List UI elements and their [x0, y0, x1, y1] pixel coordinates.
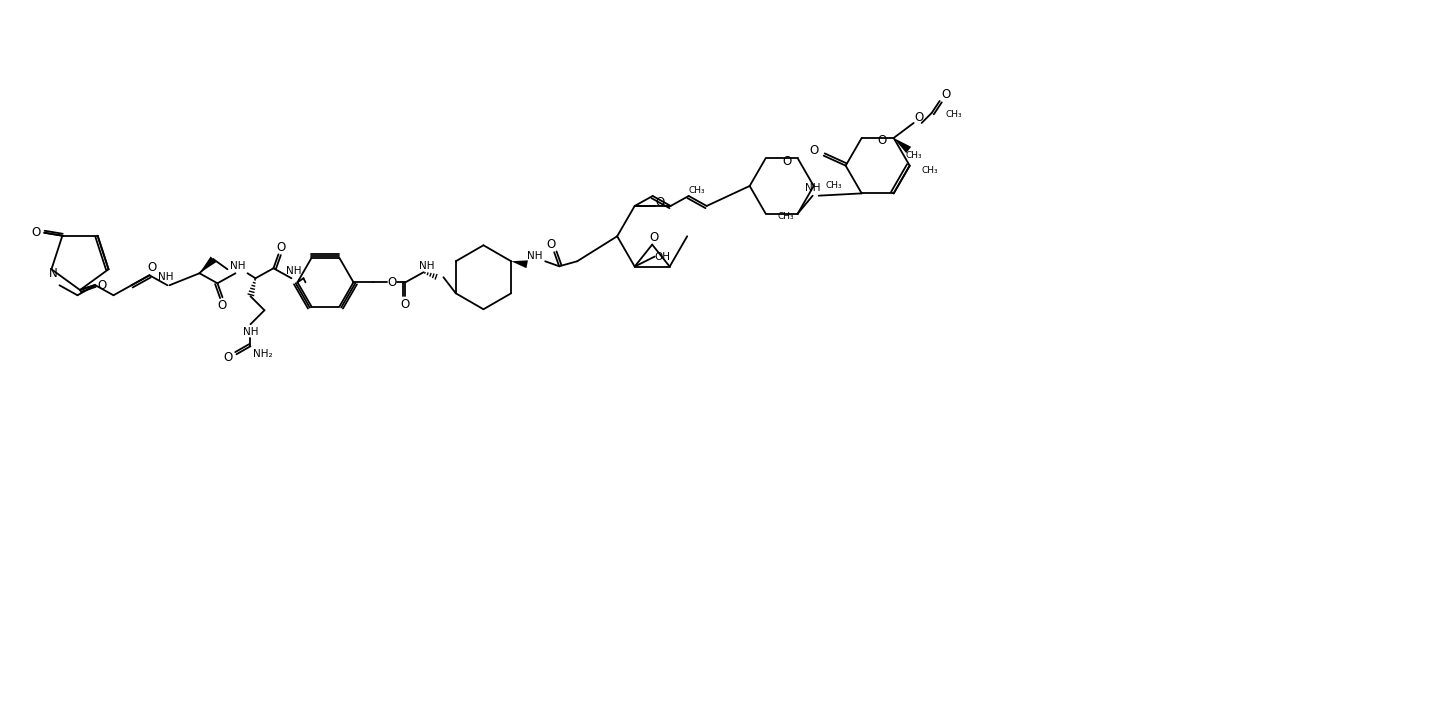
Text: CH₃: CH₃ [778, 212, 794, 221]
Text: NH: NH [157, 272, 173, 282]
Text: CH₃: CH₃ [922, 166, 938, 175]
Polygon shape [199, 257, 217, 273]
Text: O: O [649, 231, 658, 244]
Text: O: O [277, 241, 285, 254]
Text: O: O [224, 351, 233, 364]
Text: O: O [149, 261, 157, 274]
Text: NH: NH [527, 251, 543, 261]
Text: CH₃: CH₃ [689, 187, 705, 195]
Text: O: O [810, 144, 818, 157]
Text: O: O [400, 297, 411, 311]
Text: O: O [218, 299, 227, 312]
Text: O: O [98, 279, 106, 292]
Text: OH: OH [655, 252, 671, 262]
Text: N: N [50, 267, 58, 280]
Text: CH₃: CH₃ [826, 182, 842, 190]
Text: O: O [914, 112, 923, 124]
Text: O: O [32, 226, 41, 240]
Text: O: O [655, 197, 665, 209]
Text: CH₃: CH₃ [945, 110, 962, 119]
Text: NH₂: NH₂ [253, 349, 272, 359]
Text: CH₃: CH₃ [906, 152, 922, 160]
Text: NH: NH [243, 327, 258, 337]
Text: NH: NH [230, 261, 245, 271]
Text: O: O [941, 89, 951, 102]
Text: O: O [387, 276, 397, 289]
Text: O: O [877, 134, 887, 147]
Text: O: O [546, 238, 556, 251]
Text: NH: NH [419, 261, 434, 271]
Text: O: O [782, 154, 791, 168]
Polygon shape [894, 138, 911, 153]
Polygon shape [511, 260, 529, 268]
Text: NH: NH [285, 266, 301, 276]
Text: NH: NH [805, 182, 820, 192]
